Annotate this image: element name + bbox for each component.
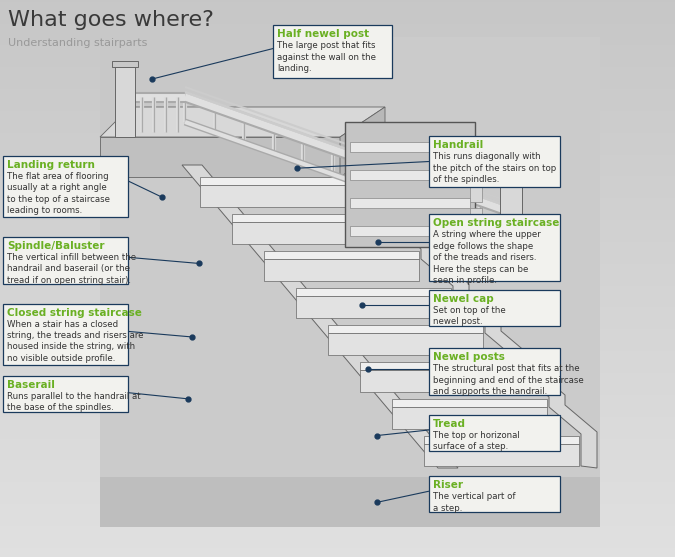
Polygon shape: [340, 107, 385, 177]
Text: Set on top of the
newel post.: Set on top of the newel post.: [433, 306, 506, 326]
Polygon shape: [182, 165, 458, 468]
Polygon shape: [100, 137, 340, 177]
Polygon shape: [112, 61, 138, 67]
Polygon shape: [429, 214, 560, 281]
Text: Closed string staircase: Closed string staircase: [7, 307, 142, 317]
Polygon shape: [100, 477, 600, 527]
Polygon shape: [429, 348, 560, 395]
Polygon shape: [500, 187, 522, 267]
Polygon shape: [100, 37, 340, 177]
Text: Tread: Tread: [433, 419, 466, 429]
Polygon shape: [429, 290, 560, 326]
Text: When a stair has a closed
string, the treads and risers are
housed inside the st: When a stair has a closed string, the tr…: [7, 320, 144, 363]
Polygon shape: [429, 476, 560, 512]
Polygon shape: [328, 333, 483, 355]
Polygon shape: [350, 170, 470, 180]
Text: Runs parallel to the handrail at
the base of the spindles.: Runs parallel to the handrail at the bas…: [7, 392, 141, 412]
Text: Open string staircase: Open string staircase: [433, 218, 559, 228]
Polygon shape: [345, 122, 475, 247]
Polygon shape: [232, 222, 387, 244]
Polygon shape: [424, 436, 579, 444]
Polygon shape: [100, 37, 600, 527]
Polygon shape: [3, 376, 128, 412]
Polygon shape: [115, 67, 135, 137]
Polygon shape: [100, 107, 385, 137]
Text: Handrail: Handrail: [433, 140, 483, 150]
Text: The vertical part of
a step.: The vertical part of a step.: [433, 492, 515, 512]
Polygon shape: [200, 185, 355, 207]
Text: Baserail: Baserail: [7, 380, 55, 390]
Polygon shape: [264, 259, 419, 281]
Polygon shape: [392, 407, 547, 429]
Polygon shape: [273, 25, 391, 78]
Text: The flat area of flooring
usually at a right angle
to the top of a staircase
lea: The flat area of flooring usually at a r…: [7, 172, 111, 216]
Text: The top or horizonal
surface of a step.: The top or horizonal surface of a step.: [433, 431, 519, 451]
Polygon shape: [360, 362, 515, 370]
Polygon shape: [264, 251, 419, 259]
Polygon shape: [357, 173, 597, 468]
Polygon shape: [3, 237, 128, 284]
Text: A string where the upper
edge follows the shape
of the treads and risers.
Here t: A string where the upper edge follows th…: [433, 231, 541, 285]
Polygon shape: [350, 198, 470, 208]
Polygon shape: [360, 370, 515, 392]
Polygon shape: [232, 214, 387, 222]
Polygon shape: [470, 180, 482, 202]
Text: Half newel post: Half newel post: [277, 29, 369, 39]
Text: The structural post that fits at the
beginning and end of the staircase
and supp: The structural post that fits at the beg…: [433, 364, 583, 396]
Text: The vertical infill between the
handrail and baserail (or the
tread if on open s: The vertical infill between the handrail…: [7, 253, 136, 285]
Polygon shape: [496, 180, 526, 187]
Text: Spindle/Baluster: Spindle/Baluster: [7, 241, 105, 251]
Polygon shape: [424, 444, 579, 466]
Polygon shape: [3, 156, 128, 217]
Polygon shape: [429, 415, 560, 451]
Text: Riser: Riser: [433, 480, 462, 490]
Text: Newel cap: Newel cap: [433, 294, 493, 304]
Polygon shape: [470, 236, 482, 258]
Polygon shape: [200, 177, 355, 185]
Polygon shape: [3, 304, 128, 365]
Polygon shape: [296, 288, 451, 296]
Text: The large post that fits
against the wall on the
landing.: The large post that fits against the wal…: [277, 41, 377, 73]
Text: Newel posts: Newel posts: [433, 352, 504, 362]
Text: This runs diagonally with
the pitch of the stairs on top
of the spindles.: This runs diagonally with the pitch of t…: [433, 153, 556, 184]
Polygon shape: [470, 152, 482, 174]
Polygon shape: [296, 296, 451, 318]
Polygon shape: [429, 136, 560, 187]
Polygon shape: [392, 399, 547, 407]
Ellipse shape: [495, 171, 527, 183]
Text: What goes where?: What goes where?: [8, 10, 214, 30]
Polygon shape: [350, 226, 470, 236]
Text: Landing return: Landing return: [7, 160, 95, 170]
Polygon shape: [470, 208, 482, 230]
Text: Understanding stairparts: Understanding stairparts: [8, 38, 147, 48]
Polygon shape: [350, 142, 470, 152]
Polygon shape: [328, 325, 483, 333]
